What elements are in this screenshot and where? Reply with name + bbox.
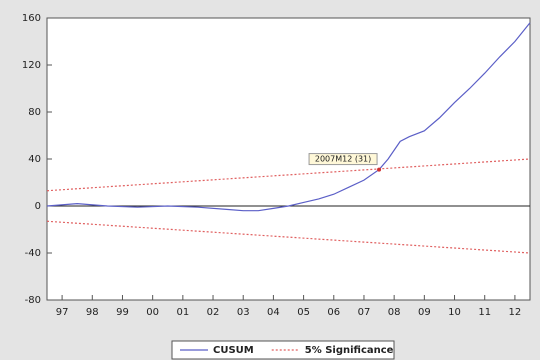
y-tick-label: 0 (35, 201, 41, 212)
x-tick-label: 00 (146, 307, 159, 318)
legend-label: 5% Significance (305, 345, 394, 356)
x-tick-label: 01 (176, 307, 189, 318)
series-line (46, 22, 531, 212)
y-tick-label: -40 (25, 248, 41, 259)
annotation-box (308, 153, 378, 166)
x-tick-label: 06 (327, 307, 340, 318)
plot-area (46, 17, 531, 301)
x-tick-label: 99 (116, 307, 129, 318)
y-tick-label: 120 (22, 60, 41, 71)
x-tick-label: 09 (418, 307, 431, 318)
y-tick-label: 80 (28, 107, 41, 118)
y-tick-label: -80 (25, 295, 41, 306)
x-tick-label: 97 (56, 307, 69, 318)
x-tick-label: 07 (358, 307, 371, 318)
x-tick-label: 05 (297, 307, 310, 318)
x-tick-label: 04 (267, 307, 280, 318)
annotation-point (377, 167, 382, 172)
x-tick-label: 98 (86, 307, 99, 318)
annotation: 2007M12 (31) (315, 155, 371, 164)
series-line (46, 158, 531, 192)
y-tick-label: 160 (22, 13, 41, 24)
y-tick-label: 40 (28, 154, 41, 165)
series-line (46, 220, 531, 254)
x-tick-label: 10 (448, 307, 461, 318)
legend-label: CUSUM (213, 345, 254, 356)
x-tick-label: 12 (509, 307, 522, 318)
x-tick-label: 08 (388, 307, 401, 318)
x-tick-label: 11 (478, 307, 491, 318)
x-tick-label: 03 (237, 307, 250, 318)
x-tick-label: 02 (207, 307, 220, 318)
legend (171, 340, 395, 360)
